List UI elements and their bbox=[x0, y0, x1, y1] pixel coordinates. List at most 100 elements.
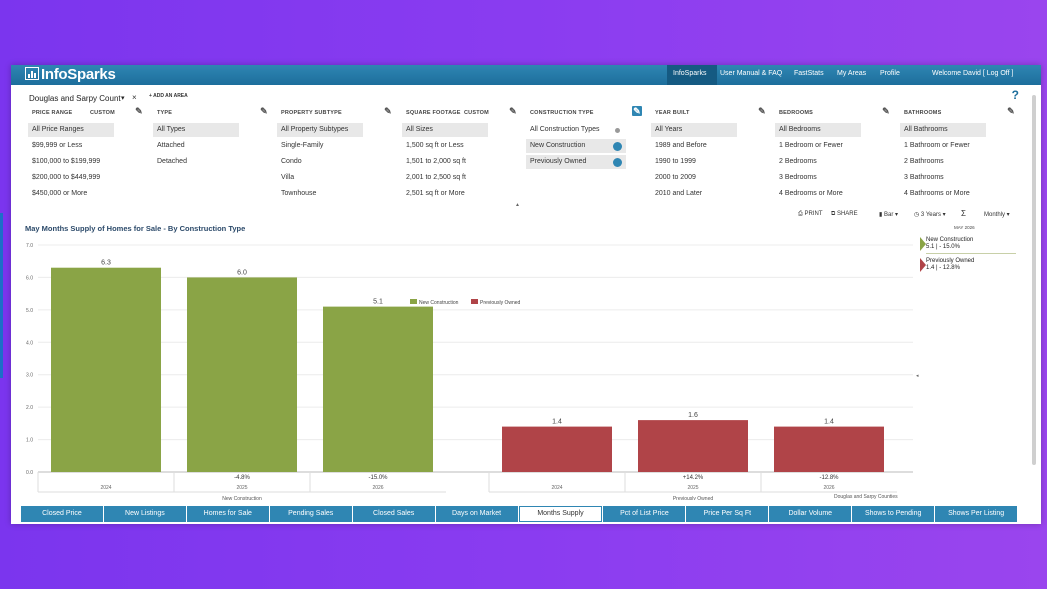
custom-range-button[interactable]: CUSTOM bbox=[464, 110, 489, 116]
filter-option[interactable]: Townhouse bbox=[277, 187, 395, 201]
collapse-filters-icon[interactable]: ▲ bbox=[515, 202, 520, 208]
flag-marker-prev bbox=[920, 258, 926, 272]
range-select[interactable]: ◷ 3 Years ▾ bbox=[914, 212, 946, 218]
filter-option[interactable]: $99,999 or Less bbox=[28, 139, 146, 153]
bar-change-label: +14.2% bbox=[683, 475, 704, 481]
edit-filter-icon[interactable]: ✎ bbox=[882, 106, 890, 116]
close-icon[interactable]: × bbox=[132, 93, 137, 102]
filter-option[interactable]: All Years bbox=[651, 123, 737, 137]
tab-price-per-sq-ft[interactable]: Price Per Sq Ft bbox=[686, 506, 769, 522]
nav-infosparks[interactable]: InfoSparks bbox=[673, 70, 707, 77]
edit-filter-icon[interactable]: ✎ bbox=[260, 106, 268, 116]
x-tick-label: 2026 bbox=[372, 485, 383, 491]
filter-option[interactable]: All Sizes bbox=[402, 123, 488, 137]
edit-filter-icon[interactable]: ✎ bbox=[1007, 106, 1015, 116]
filter-option[interactable]: All Bathrooms bbox=[900, 123, 986, 137]
filter-option-label: $99,999 or Less bbox=[32, 142, 83, 149]
tab-closed-sales[interactable]: Closed Sales bbox=[352, 506, 435, 522]
edit-filter-icon[interactable]: ✎ bbox=[632, 106, 642, 116]
tab-shows-per-listing[interactable]: Shows Per Listing bbox=[935, 506, 1018, 522]
side-entry-new[interactable]: New Construction 5.1 | - 15.0% bbox=[926, 237, 974, 250]
interval-select[interactable]: Monthly ▾ bbox=[984, 212, 1010, 218]
filter-option[interactable]: 1989 and Before bbox=[651, 139, 769, 153]
tab-new-listings[interactable]: New Listings bbox=[103, 506, 186, 522]
filter-option[interactable]: 4 Bathrooms or More bbox=[900, 187, 1018, 201]
tab-pending-sales[interactable]: Pending Sales bbox=[269, 506, 352, 522]
filter-option[interactable]: New Construction bbox=[526, 139, 626, 153]
filter-option[interactable]: 2,501 sq ft or More bbox=[402, 187, 520, 201]
tab-shows-to-pending[interactable]: Shows to Pending bbox=[852, 506, 935, 522]
tab-homes-for-sale[interactable]: Homes for Sale bbox=[186, 506, 269, 522]
filter-option[interactable]: 1,500 sq ft or Less bbox=[402, 139, 520, 153]
filter-option[interactable]: $200,000 to $449,999 bbox=[28, 171, 146, 185]
print-button[interactable]: ⎙ PRINT bbox=[798, 211, 823, 217]
nav-my-areas[interactable]: My Areas bbox=[837, 70, 867, 77]
filter-option[interactable]: Previously Owned bbox=[526, 155, 626, 169]
filter-option[interactable]: 1 Bedroom or Fewer bbox=[775, 139, 893, 153]
filter-option[interactable]: Villa bbox=[277, 171, 395, 185]
edit-filter-icon[interactable]: ✎ bbox=[758, 106, 766, 116]
custom-range-button[interactable]: CUSTOM bbox=[90, 110, 115, 116]
help-icon[interactable]: ? bbox=[1011, 88, 1019, 102]
filter-option[interactable]: Condo bbox=[277, 155, 395, 169]
filter-option[interactable]: 1,501 to 2,000 sq ft bbox=[402, 155, 520, 169]
filter-heading: BATHROOMS ✎ bbox=[900, 106, 1018, 121]
filter-option[interactable]: 1 Bathroom or Fewer bbox=[900, 139, 1018, 153]
filter-option[interactable]: 2 Bathrooms bbox=[900, 155, 1018, 169]
filter-option-label: 2010 and Later bbox=[655, 190, 703, 197]
tab-pct-of-list-price[interactable]: Pct of List Price bbox=[603, 506, 686, 522]
scrollbar[interactable] bbox=[1032, 95, 1036, 465]
chevron-down-icon[interactable]: ▾ bbox=[121, 95, 125, 102]
filter-option[interactable]: All Types bbox=[153, 123, 239, 137]
add-area-button[interactable]: + ADD AN AREA bbox=[149, 93, 188, 99]
chart-type-select[interactable]: ▮ Bar ▾ bbox=[879, 212, 899, 218]
x-tick-label: 2024 bbox=[551, 485, 562, 491]
filter-option[interactable]: 1990 to 1999 bbox=[651, 155, 769, 169]
tab-dollar-volume[interactable]: Dollar Volume bbox=[769, 506, 852, 522]
filter-option-label: All Types bbox=[157, 126, 186, 133]
bar-change-label: -12.8% bbox=[819, 475, 839, 481]
edit-filter-icon[interactable]: ✎ bbox=[135, 106, 143, 116]
legend-label: New Construction bbox=[419, 300, 459, 306]
nav-profile[interactable]: Profile bbox=[880, 70, 900, 77]
share-icon: ⧉ bbox=[831, 211, 836, 217]
filter-option[interactable]: All Bedrooms bbox=[775, 123, 861, 137]
side-entry-prev[interactable]: Previously Owned 1.4 | - 12.8% bbox=[926, 258, 975, 271]
filter-option[interactable]: 2000 to 2009 bbox=[651, 171, 769, 185]
filter-option-label: All Construction Types bbox=[530, 126, 600, 133]
filter-option-label: Detached bbox=[157, 158, 187, 165]
expand-side-icon[interactable]: ◂ bbox=[916, 373, 919, 379]
share-button[interactable]: ⧉ SHARE bbox=[831, 211, 858, 217]
bar bbox=[187, 277, 297, 472]
tab-closed-price[interactable]: Closed Price bbox=[21, 506, 103, 522]
filter-option-label: $100,000 to $199,999 bbox=[32, 158, 101, 165]
filter-option-label: 1 Bedroom or Fewer bbox=[779, 142, 843, 149]
filter-option[interactable]: Attached bbox=[153, 139, 271, 153]
filter-option[interactable]: $450,000 or More bbox=[28, 187, 146, 201]
bar-value-label: 1.4 bbox=[824, 419, 834, 426]
bar bbox=[51, 267, 161, 472]
nav-faststats[interactable]: FastStats bbox=[794, 70, 824, 77]
filter-option[interactable]: All Price Ranges bbox=[28, 123, 114, 137]
filter-option[interactable]: 3 Bedrooms bbox=[775, 171, 893, 185]
tab-months-supply[interactable]: Months Supply bbox=[518, 506, 603, 522]
area-selector[interactable]: Douglas and Sarpy Count bbox=[29, 94, 121, 103]
tab-days-on-market[interactable]: Days on Market bbox=[435, 506, 518, 522]
sigma-button[interactable]: Σ bbox=[961, 209, 966, 218]
filter-heading: SQUARE FOOTAGE CUSTOM ✎ bbox=[402, 106, 520, 121]
filter-option[interactable]: Detached bbox=[153, 155, 271, 169]
filter-option[interactable]: Single-Family bbox=[277, 139, 395, 153]
filter-option-label: All Sizes bbox=[406, 126, 433, 133]
filter-option[interactable]: $100,000 to $199,999 bbox=[28, 155, 146, 169]
filter-option[interactable]: All Construction Types bbox=[526, 123, 626, 137]
nav-user-manual[interactable]: User Manual & FAQ bbox=[720, 70, 783, 77]
filter-option[interactable]: 2010 and Later bbox=[651, 187, 769, 201]
nav-welcome-logoff[interactable]: Welcome David [ Log Off ] bbox=[932, 70, 1014, 77]
filter-option[interactable]: 2,001 to 2,500 sq ft bbox=[402, 171, 520, 185]
filter-option[interactable]: 4 Bedrooms or More bbox=[775, 187, 893, 201]
edit-filter-icon[interactable]: ✎ bbox=[384, 106, 392, 116]
edit-filter-icon[interactable]: ✎ bbox=[509, 106, 517, 116]
filter-option[interactable]: All Property Subtypes bbox=[277, 123, 363, 137]
filter-option[interactable]: 3 Bathrooms bbox=[900, 171, 1018, 185]
filter-option[interactable]: 2 Bedrooms bbox=[775, 155, 893, 169]
